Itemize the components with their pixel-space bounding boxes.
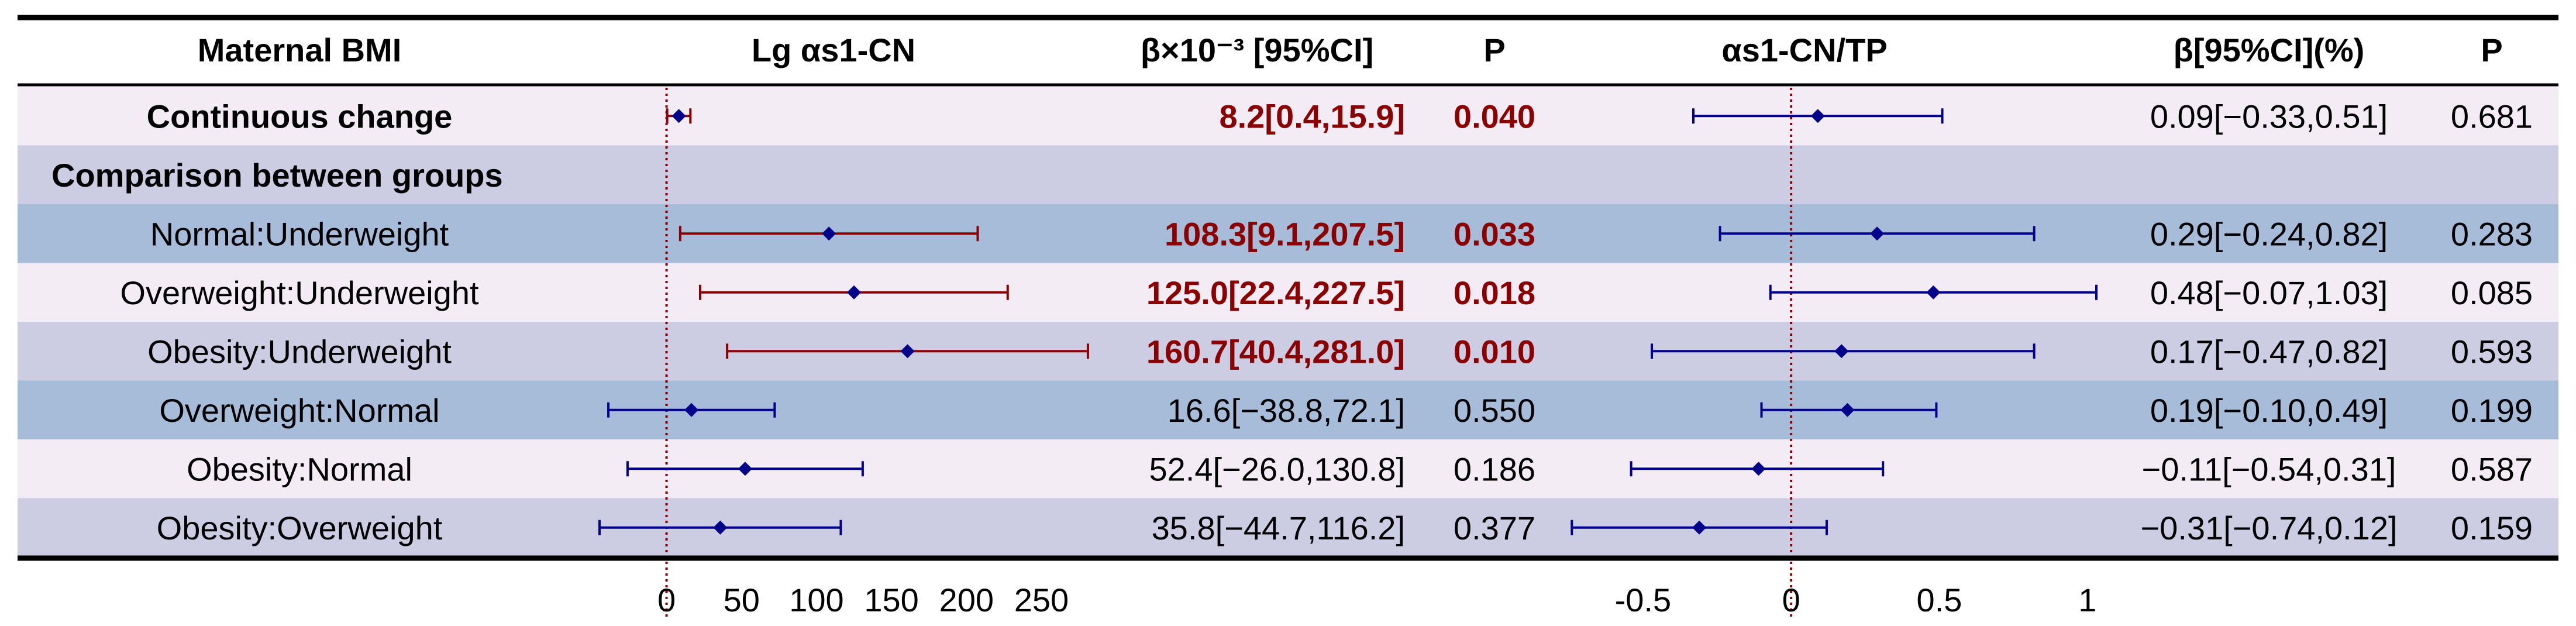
plot1-tick-label: 100 bbox=[789, 582, 843, 618]
row-background bbox=[18, 204, 2558, 264]
lg-p-value: 0.550 bbox=[1454, 392, 1535, 429]
plot1-tick-label: 150 bbox=[864, 582, 918, 618]
plot1-tick-label: 250 bbox=[1014, 582, 1069, 618]
row-label: Obesity:Normal bbox=[187, 450, 412, 487]
lg-beta-ci: 16.6[−38.8,72.1] bbox=[1168, 392, 1405, 429]
row-label: Normal:Underweight bbox=[150, 215, 449, 252]
lg-point-estimate bbox=[684, 403, 699, 417]
p1-header: P bbox=[1483, 32, 1505, 68]
row-label: Overweight:Normal bbox=[159, 392, 439, 429]
lg-beta-ci: 125.0[22.4,227.5] bbox=[1146, 274, 1405, 311]
row-background bbox=[18, 145, 2558, 205]
row-background bbox=[18, 263, 2558, 322]
lg-beta-ci: 160.7[40.4,281.0] bbox=[1146, 333, 1405, 370]
ci-marks bbox=[598, 108, 2098, 535]
tp-point-estimate bbox=[1751, 462, 1766, 476]
tp-p-value: 0.587 bbox=[2451, 450, 2533, 487]
row-label: Obesity:Overweight bbox=[157, 510, 443, 546]
plot1-tick-label: 200 bbox=[939, 582, 994, 618]
tp-beta-ci: 0.19[−0.10,0.49] bbox=[2150, 392, 2388, 429]
row-background bbox=[18, 87, 2558, 146]
plot2-header: αs1-CN/TP bbox=[1721, 32, 1887, 68]
tp-p-value: 0.283 bbox=[2451, 215, 2533, 252]
lg-p-value: 0.040 bbox=[1454, 98, 1535, 135]
plot1-tick-label: 0 bbox=[657, 582, 676, 618]
plot2-tick-label: 0.5 bbox=[1917, 582, 1962, 618]
tp-beta-ci: 0.09[−0.33,0.51] bbox=[2150, 98, 2388, 135]
tp-p-value: 0.085 bbox=[2451, 274, 2533, 311]
row-background bbox=[18, 498, 2558, 558]
lg-p-value: 0.010 bbox=[1454, 333, 1535, 370]
row-label: Obesity:Underweight bbox=[147, 333, 452, 370]
lg-beta-ci: 108.3[9.1,207.5] bbox=[1165, 215, 1405, 252]
tp-point-estimate bbox=[1692, 520, 1707, 535]
group-header: Maternal BMI bbox=[198, 32, 402, 68]
lg-beta-ci: 35.8[−44.7,116.2] bbox=[1152, 510, 1405, 546]
tp-p-value: 0.199 bbox=[2451, 392, 2533, 429]
plot2-tick-label: 1 bbox=[2078, 582, 2096, 618]
row-background bbox=[18, 380, 2558, 440]
lg-beta-ci: 52.4[−26.0,130.8] bbox=[1149, 450, 1406, 487]
lg-point-estimate bbox=[900, 344, 915, 359]
plot1-header: Lg αs1-CN bbox=[752, 32, 915, 68]
tp-beta-ci: 0.17[−0.47,0.82] bbox=[2150, 333, 2388, 370]
lg-p-value: 0.033 bbox=[1454, 215, 1535, 252]
reference-lines bbox=[665, 88, 1793, 619]
lg-p-value: 0.186 bbox=[1454, 450, 1535, 487]
p2-header: P bbox=[2481, 32, 2502, 68]
tp-point-estimate bbox=[1926, 285, 1941, 300]
tp-beta-ci: 0.48[−0.07,1.03] bbox=[2150, 274, 2388, 311]
tp-beta-ci: 0.29[−0.24,0.82] bbox=[2150, 215, 2388, 252]
row-background bbox=[18, 439, 2558, 499]
row-label: Continuous change bbox=[147, 98, 453, 135]
tp-point-estimate bbox=[1810, 109, 1825, 123]
tp-point-estimate bbox=[1870, 226, 1885, 241]
lg-beta-ci: 8.2[0.4,15.9] bbox=[1219, 98, 1405, 135]
plot1-tick-label: 50 bbox=[724, 582, 760, 618]
beta2-header: β[95%CI](%) bbox=[2174, 32, 2365, 68]
section-label: Comparison between groups bbox=[51, 157, 503, 194]
lg-point-estimate bbox=[822, 226, 836, 241]
lg-p-value: 0.018 bbox=[1454, 274, 1535, 311]
row-background bbox=[18, 322, 2558, 381]
plot2-tick-label: 0 bbox=[1782, 582, 1800, 618]
lg-point-estimate bbox=[671, 109, 686, 123]
tp-beta-ci: −0.31[−0.74,0.12] bbox=[2140, 510, 2397, 546]
row-backgrounds bbox=[18, 87, 2558, 558]
tp-point-estimate bbox=[1840, 403, 1855, 417]
lg-point-estimate bbox=[738, 462, 752, 476]
tp-p-value: 0.593 bbox=[2451, 333, 2533, 370]
beta1-header: β×10⁻³ [95%CI] bbox=[1141, 32, 1373, 68]
tp-beta-ci: −0.11[−0.54,0.31] bbox=[2142, 450, 2396, 487]
lg-point-estimate bbox=[713, 520, 728, 535]
axes: 0 50 100 150 200 250 -0.5 0 0.5 1 bbox=[18, 15, 2558, 618]
row-label: Overweight:Underweight bbox=[120, 274, 479, 311]
plot2-tick-label: -0.5 bbox=[1615, 582, 1672, 618]
lg-p-value: 0.377 bbox=[1454, 510, 1535, 546]
tp-p-value: 0.681 bbox=[2451, 98, 2533, 135]
tp-point-estimate bbox=[1834, 344, 1849, 359]
lg-point-estimate bbox=[847, 285, 861, 300]
tp-p-value: 0.159 bbox=[2451, 510, 2533, 546]
